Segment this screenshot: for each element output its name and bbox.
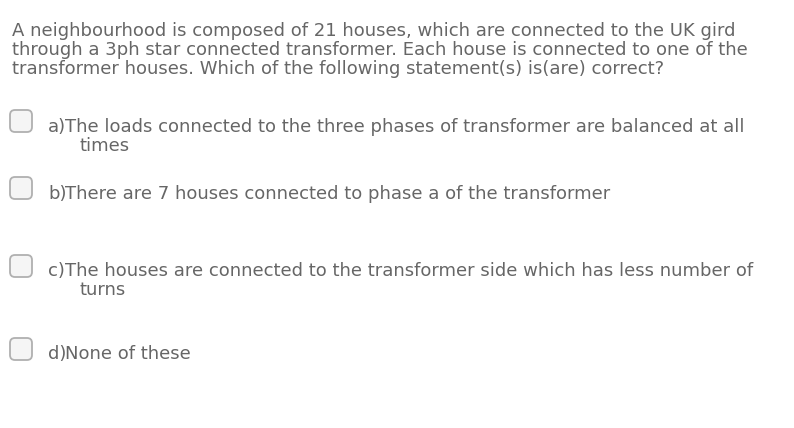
FancyBboxPatch shape	[10, 255, 32, 277]
Text: There are 7 houses connected to phase a of the transformer: There are 7 houses connected to phase a …	[65, 185, 611, 203]
Text: times: times	[80, 137, 130, 155]
FancyBboxPatch shape	[10, 110, 32, 132]
Text: a): a)	[48, 118, 66, 136]
Text: through a 3ph star connected transformer. Each house is connected to one of the: through a 3ph star connected transformer…	[12, 41, 748, 59]
Text: The loads connected to the three phases of transformer are balanced at all: The loads connected to the three phases …	[65, 118, 745, 136]
Text: transformer houses. Which of the following statement(s) is(are) correct?: transformer houses. Which of the followi…	[12, 60, 664, 78]
Text: A neighbourhood is composed of 21 houses, which are connected to the UK gird: A neighbourhood is composed of 21 houses…	[12, 22, 735, 40]
Text: d): d)	[48, 345, 67, 363]
Text: turns: turns	[80, 281, 126, 299]
Text: The houses are connected to the transformer side which has less number of: The houses are connected to the transfor…	[65, 262, 754, 280]
Text: None of these: None of these	[65, 345, 191, 363]
Text: b): b)	[48, 185, 67, 203]
Text: c): c)	[48, 262, 65, 280]
FancyBboxPatch shape	[10, 338, 32, 360]
FancyBboxPatch shape	[10, 177, 32, 199]
